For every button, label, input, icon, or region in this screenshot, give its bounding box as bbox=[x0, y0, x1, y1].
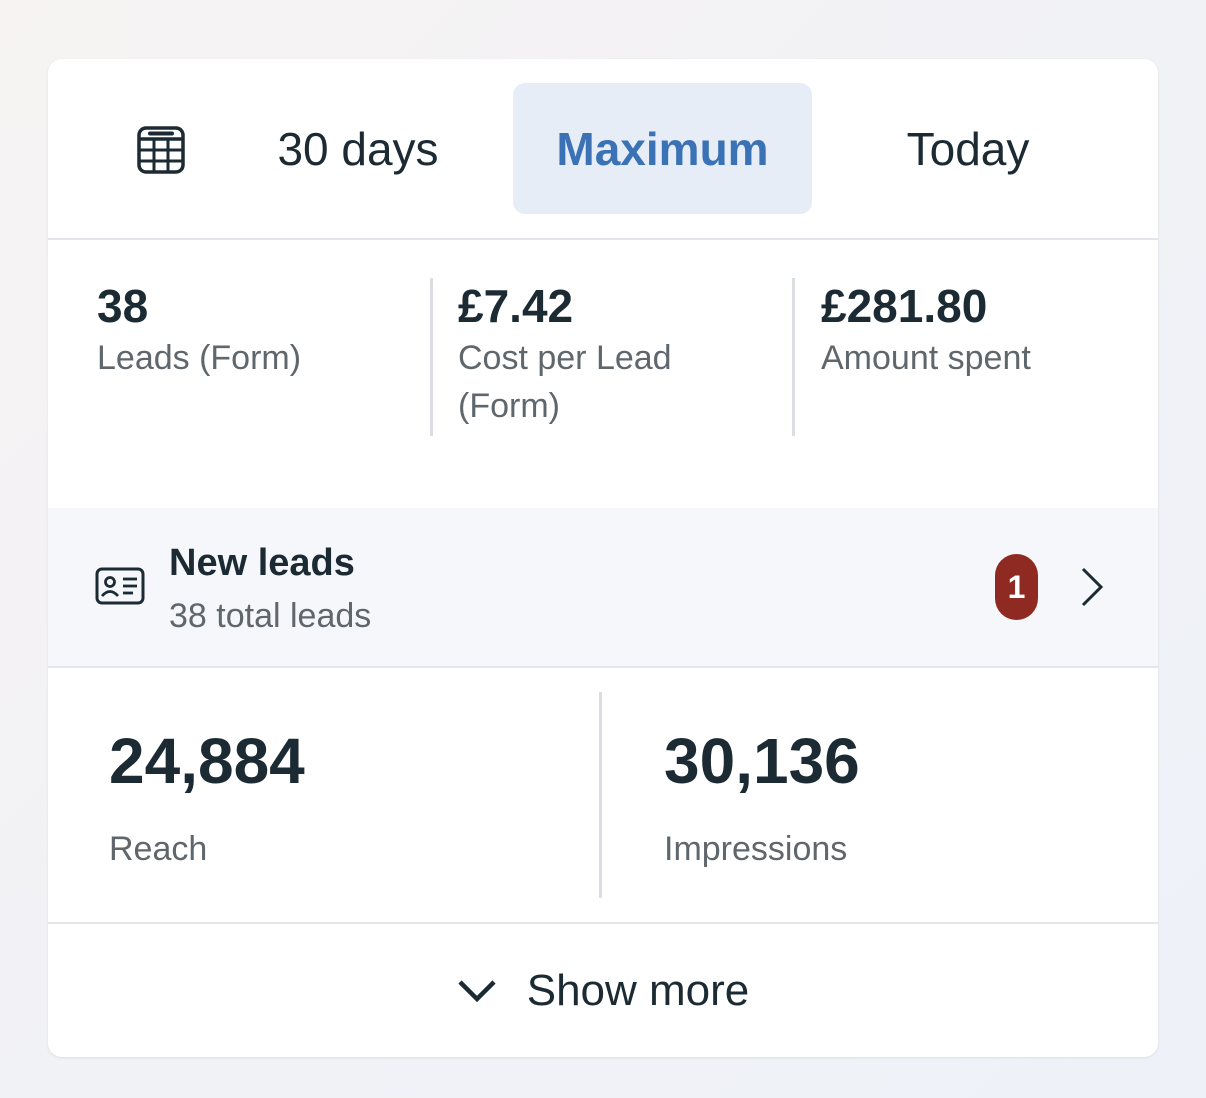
show-more-label: Show more bbox=[526, 965, 750, 1015]
summary-metrics: 38 Leads (Form) £7.42 Cost per Lead (For… bbox=[48, 240, 1158, 508]
divider bbox=[792, 278, 795, 436]
divider bbox=[430, 278, 433, 436]
calendar-table-icon[interactable] bbox=[136, 125, 186, 175]
new-leads-row[interactable]: New leads 38 total leads 1 bbox=[48, 508, 1158, 668]
chevron-down-icon bbox=[458, 979, 496, 1002]
insights-card: 30 days Maximum Today 38 Leads (Form) £7… bbox=[48, 59, 1158, 1057]
metric-amount-spent[interactable]: £281.80 Amount spent bbox=[821, 278, 1141, 382]
metric-value: £7.42 bbox=[458, 280, 574, 332]
metric-label: Cost per Lead (Form) bbox=[458, 339, 672, 425]
metric-label: Amount spent bbox=[821, 339, 1031, 377]
metric-label: Leads (Form) bbox=[97, 339, 302, 377]
new-leads-title: New leads bbox=[169, 542, 355, 584]
stat-label: Reach bbox=[109, 830, 208, 868]
metric-cost-per-lead[interactable]: £7.42 Cost per Lead (Form) bbox=[458, 278, 778, 430]
new-leads-subtitle: 38 total leads bbox=[169, 597, 372, 635]
contact-card-icon bbox=[95, 567, 145, 605]
stat-label: Impressions bbox=[664, 830, 848, 868]
reach-impressions: 24,884 Reach 30,136 Impressions bbox=[48, 668, 1158, 924]
tab-maximum[interactable]: Maximum bbox=[513, 83, 812, 214]
stat-value: 30,136 bbox=[664, 725, 860, 797]
metric-leads[interactable]: 38 Leads (Form) bbox=[97, 278, 427, 382]
metric-value: £281.80 bbox=[821, 280, 988, 332]
notification-badge: 1 bbox=[995, 554, 1038, 620]
tab-30-days[interactable]: 30 days bbox=[277, 122, 439, 175]
chevron-right-icon[interactable] bbox=[1078, 566, 1106, 608]
show-more-button[interactable]: Show more bbox=[48, 924, 1158, 1057]
stat-reach[interactable]: 24,884 Reach bbox=[109, 724, 305, 869]
divider bbox=[599, 692, 602, 898]
stat-impressions[interactable]: 30,136 Impressions bbox=[664, 724, 860, 869]
tab-today[interactable]: Today bbox=[906, 122, 1030, 175]
date-range-tabs: 30 days Maximum Today bbox=[48, 59, 1158, 240]
metric-value: 38 bbox=[97, 280, 149, 332]
stat-value: 24,884 bbox=[109, 725, 305, 797]
